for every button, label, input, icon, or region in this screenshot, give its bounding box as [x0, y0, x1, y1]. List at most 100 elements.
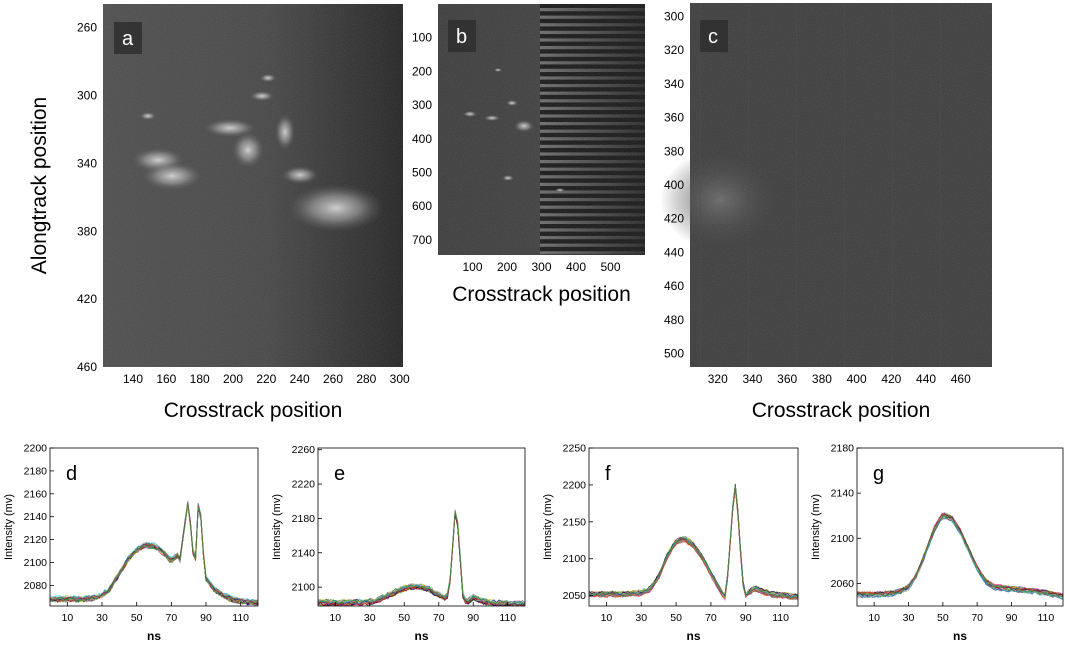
y-tick-label: 440 — [664, 245, 684, 259]
y-tick-label: 360 — [664, 111, 684, 125]
x-tick-label: 360 — [777, 372, 797, 386]
y-tick-label: 2140 — [24, 511, 48, 523]
plot-area — [50, 448, 258, 606]
y-tick-label: 500 — [664, 347, 684, 361]
plot-frame — [317, 447, 526, 607]
y-tick-label: 260 — [77, 21, 97, 35]
x-axis-title: ns — [147, 629, 161, 643]
x-tick-label: 30 — [96, 612, 108, 624]
x-tick-label: 90 — [740, 612, 752, 624]
y-tick-label: 480 — [664, 313, 684, 327]
x-tick-label: 90 — [200, 612, 212, 624]
x-tick-label: 90 — [467, 612, 479, 624]
x-tick-label: 160 — [156, 372, 176, 386]
x-tick-label: 110 — [499, 612, 516, 624]
x-axis-title: ns — [414, 629, 428, 643]
panel-c-texture — [690, 3, 992, 367]
x-axis-title: Crosstrack position — [752, 399, 931, 422]
series-line — [50, 502, 258, 604]
y-tick-label: 460 — [77, 360, 97, 374]
y-tick-label: 2100 — [292, 582, 316, 594]
x-tick-label: 10 — [61, 612, 73, 624]
panel-b: b 100 200 300 400 500 100 200 300 400 500 600 700 Cro… — [412, 4, 645, 306]
x-tick-label: 460 — [951, 372, 971, 386]
y-axis-title: Intensity (mv) — [271, 494, 283, 560]
x-axis-title: Crosstrack position — [452, 283, 631, 306]
y-tick-label: 700 — [412, 233, 432, 247]
panel-c-letter: c — [708, 26, 718, 48]
y-tick-label: 2180 — [24, 465, 48, 477]
plot-frame — [588, 447, 799, 607]
y-tick-label: 300 — [664, 9, 684, 23]
y-tick-label: 460 — [664, 279, 684, 293]
y-tick-label: 340 — [77, 156, 97, 170]
x-tick-label: 10 — [329, 612, 341, 624]
y-tick-label: 2250 — [563, 443, 587, 455]
panel-c: c 320 340 360 380 400 420 440 460 300 320 340 360 380… — [660, 3, 992, 422]
panel-a-texture — [103, 4, 403, 367]
x-tick-label: 70 — [165, 612, 177, 624]
y-tick-label: 2080 — [24, 580, 48, 592]
series-line — [50, 500, 258, 603]
y-tick-label: 2160 — [24, 488, 48, 500]
y-tick-label: 320 — [664, 43, 684, 57]
x-axis-title: ns — [953, 629, 967, 643]
x-tick-label: 300 — [531, 260, 551, 274]
panel-e: 10 30 50 70 90 110 2100 2140 2180 2220 2260 e ns Inte… — [271, 444, 526, 643]
x-tick-label: 200 — [223, 372, 243, 386]
plot-area — [318, 448, 525, 606]
x-tick-label: 380 — [812, 372, 832, 386]
panel-g-letter: g — [873, 463, 884, 485]
x-tick-label: 110 — [772, 612, 789, 624]
panel-a: a 140 160 180 200 220 240 260 280 300 260 300 340 380… — [28, 4, 410, 422]
y-axis-title: Intensity (mv) — [542, 494, 554, 560]
x-tick-label: 260 — [323, 372, 343, 386]
y-tick-label: 340 — [664, 77, 684, 91]
x-tick-label: 500 — [600, 260, 620, 274]
panel-a-letter: a — [122, 28, 134, 50]
y-tick-label: 200 — [412, 64, 432, 78]
x-tick-label: 10 — [868, 612, 880, 624]
y-tick-label: 380 — [77, 224, 97, 238]
x-tick-label: 110 — [232, 612, 249, 624]
x-tick-label: 180 — [190, 372, 210, 386]
x-tick-label: 70 — [705, 612, 717, 624]
x-axis-title: Crosstrack position — [164, 399, 343, 422]
y-tick-label: 400 — [412, 132, 432, 146]
plot-area — [589, 448, 798, 606]
x-tick-label: 10 — [601, 612, 613, 624]
x-tick-label: 70 — [971, 612, 983, 624]
panel-f-letter: f — [605, 463, 611, 485]
x-tick-label: 200 — [497, 260, 517, 274]
y-tick-label: 2100 — [563, 553, 587, 565]
x-tick-label: 300 — [390, 372, 410, 386]
series-line — [50, 502, 258, 605]
x-tick-label: 440 — [916, 372, 936, 386]
y-tick-label: 2100 — [24, 557, 48, 569]
y-tick-label: 600 — [412, 199, 432, 213]
y-tick-label: 420 — [664, 212, 684, 226]
x-tick-label: 30 — [364, 612, 376, 624]
y-tick-label: 2200 — [24, 443, 48, 455]
series-group — [318, 508, 525, 606]
x-tick-label: 400 — [847, 372, 867, 386]
x-tick-label: 50 — [131, 612, 143, 624]
y-tick-label: 2180 — [292, 513, 316, 525]
y-tick-label: 2200 — [563, 479, 587, 491]
series-line — [589, 485, 798, 599]
x-tick-label: 280 — [356, 372, 376, 386]
x-tick-label: 220 — [256, 372, 276, 386]
series-line — [589, 485, 798, 598]
x-tick-label: 400 — [566, 260, 586, 274]
x-tick-label: 320 — [708, 372, 728, 386]
y-tick-label: 100 — [412, 31, 432, 45]
series-line — [318, 512, 525, 605]
y-tick-label: 2180 — [831, 443, 855, 455]
y-axis-title: Intensity (mv) — [810, 494, 822, 560]
x-tick-label: 70 — [433, 612, 445, 624]
y-tick-label: 300 — [77, 89, 97, 103]
y-tick-label: 2220 — [292, 479, 316, 491]
y-tick-label: 400 — [664, 178, 684, 192]
panel-a-label-badge — [114, 22, 142, 54]
